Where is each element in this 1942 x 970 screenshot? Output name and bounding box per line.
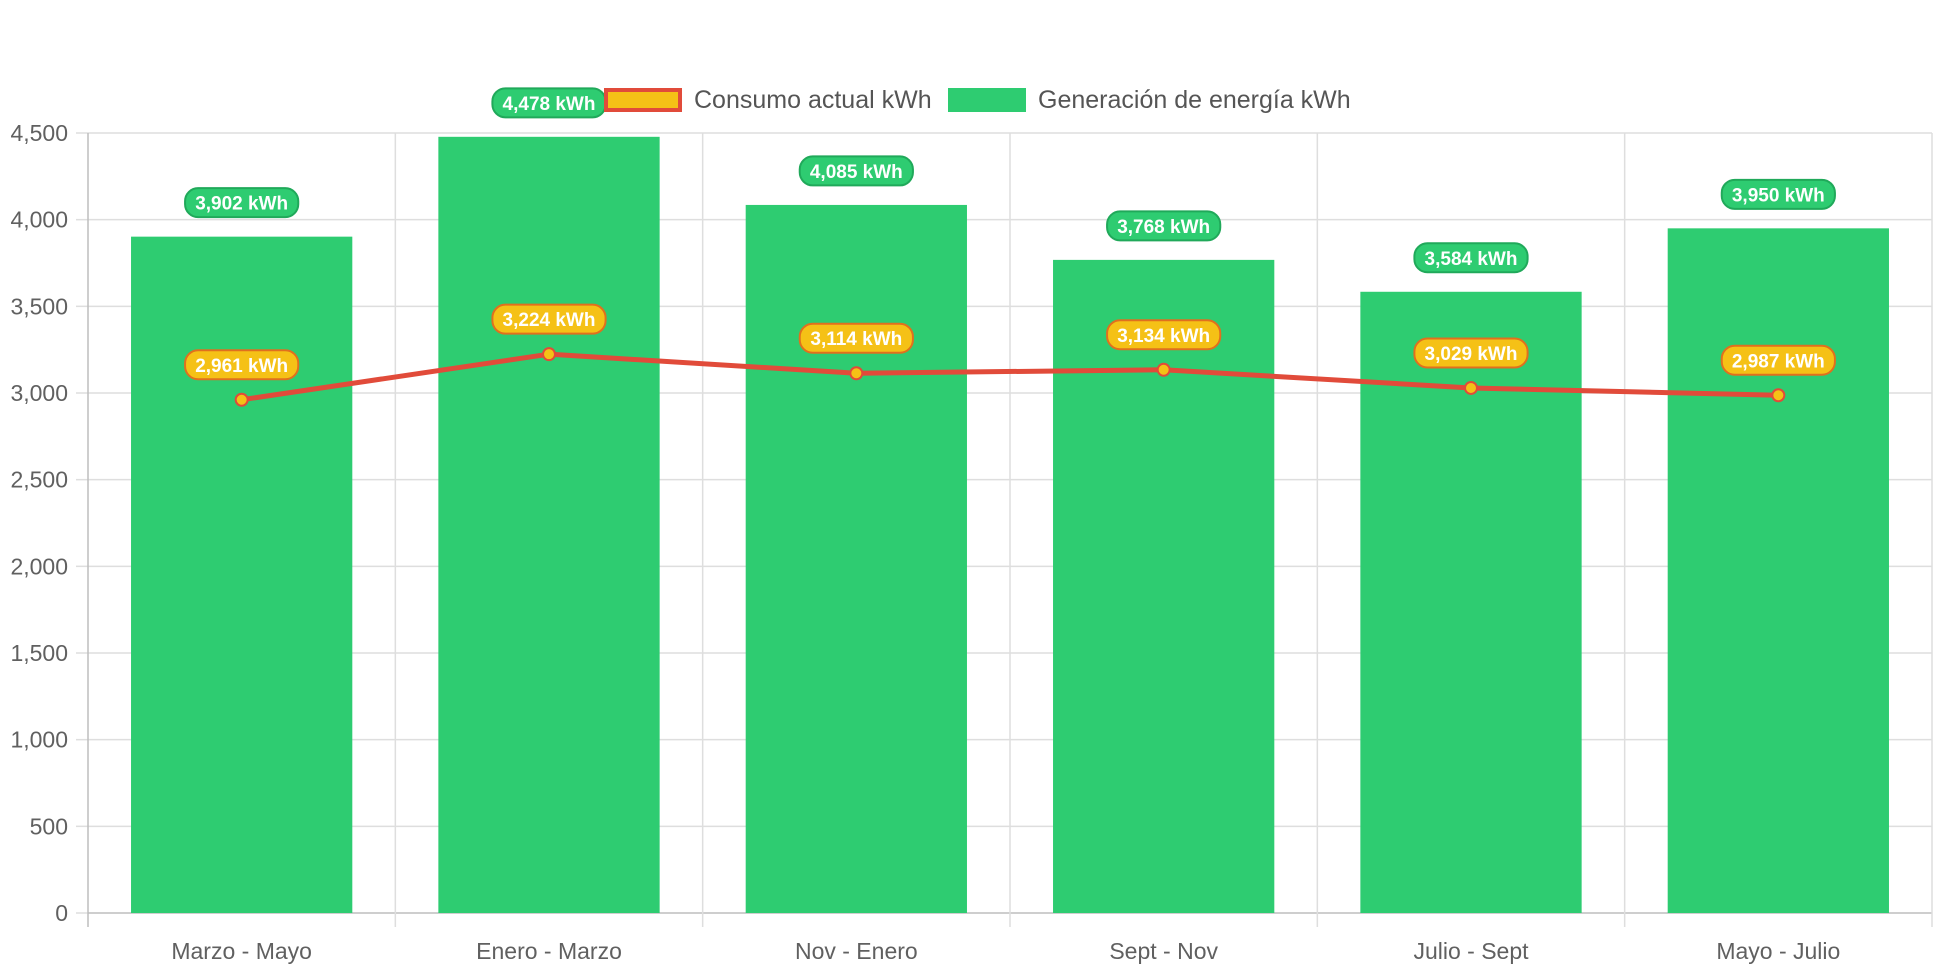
y-tick-label: 4,500 — [10, 120, 68, 146]
line-value-label-text: 2,987 kWh — [1732, 351, 1825, 372]
line-value-label-background — [184, 349, 300, 381]
bar-value-label: 3,902 kWh — [184, 187, 300, 219]
bar-value-label-background — [798, 155, 914, 187]
bar-value-label-background — [1413, 242, 1529, 274]
line-value-label: 3,114 kWh — [798, 322, 914, 354]
bar-value-label-text: 3,902 kWh — [195, 194, 288, 215]
bar-value-label-text: 4,085 kWh — [810, 162, 903, 183]
line-point[interactable] — [1156, 362, 1171, 377]
legend-item-consumo[interactable]: Consumo actual kWh — [604, 82, 932, 118]
line-point[interactable] — [849, 366, 864, 381]
bar-value-label-background — [184, 187, 300, 219]
bar-value-label-text: 3,584 kWh — [1425, 249, 1518, 270]
y-tick-label: 3,500 — [10, 293, 68, 319]
x-tick-label: Nov - Enero — [795, 938, 918, 964]
consumo-line — [241, 351, 1779, 403]
line-value-label: 2,961 kWh — [184, 349, 300, 381]
bar-value-label: 3,950 kWh — [1720, 178, 1836, 210]
line-point[interactable] — [542, 347, 556, 362]
line-value-label: 3,134 kWh — [1106, 319, 1222, 351]
line-value-label-background — [491, 303, 607, 335]
line-value-label-background — [798, 322, 914, 354]
legend-label-consumo: Consumo actual kWh — [694, 85, 932, 114]
bar-value-label: 3,584 kWh — [1413, 242, 1529, 274]
bar[interactable] — [438, 136, 660, 913]
bar-value-label-text: 4,478 kWh — [503, 94, 596, 115]
bar[interactable] — [1053, 259, 1275, 913]
legend-swatch-consumo — [604, 88, 682, 112]
y-tick-label: 2,500 — [10, 467, 68, 493]
y-tick-label: 1,500 — [10, 640, 68, 666]
line-value-label-text: 3,029 kWh — [1425, 344, 1518, 365]
line-point[interactable] — [234, 392, 249, 407]
y-axis: 0 500 1,000 1,500 2,000 2,500 3,000 3,500 4,000 4… — [10, 120, 68, 926]
line-value-label-text: 3,134 kWh — [1117, 326, 1210, 347]
bar-value-label-background — [1106, 210, 1222, 242]
x-tick-label: Sept - Nov — [1109, 938, 1218, 964]
line-series — [234, 347, 1786, 407]
line-value-label: 2,987 kWh — [1720, 344, 1836, 376]
y-tick-label: 4,000 — [10, 207, 68, 233]
line-value-label-text: 3,114 kWh — [810, 329, 902, 350]
x-tick-label: Julio - Sept — [1413, 938, 1529, 964]
x-tick-label: Marzo - Mayo — [171, 938, 312, 964]
data-labels: 3,902 kWh 4,478 kWh 4,085 kWh 3,768 kWh 3,58… — [184, 87, 1836, 381]
legend-item-generacion[interactable]: Generación de energía kWh — [948, 82, 1351, 118]
bar[interactable] — [131, 236, 353, 914]
legend-label-generacion: Generación de energía kWh — [1038, 85, 1351, 114]
bar-value-label-text: 3,950 kWh — [1732, 185, 1825, 206]
bar[interactable] — [1667, 228, 1889, 914]
bar-value-label: 3,768 kWh — [1106, 210, 1222, 242]
line-value-label: 3,224 kWh — [491, 303, 607, 335]
line-value-label: 3,029 kWh — [1413, 337, 1529, 369]
y-tick-label: 1,000 — [10, 727, 68, 753]
bar-series — [131, 136, 1889, 914]
line-point[interactable] — [1464, 380, 1478, 395]
legend-swatch-generacion — [948, 88, 1026, 112]
line-value-label-text: 2,961 kWh — [195, 356, 288, 377]
legend: Consumo actual kWh Generación de energía… — [0, 82, 1942, 118]
line-value-label-background — [1106, 319, 1222, 351]
x-axis: Marzo - Mayo Enero - Marzo Nov - Enero Sept… — [171, 938, 1840, 964]
bar-value-label-text: 3,768 kWh — [1117, 217, 1210, 238]
y-tick-label: 0 — [55, 900, 68, 926]
y-tick-label: 500 — [30, 813, 68, 839]
bar-value-label: 4,478 kWh — [491, 87, 607, 119]
line-value-label-text: 3,224 kWh — [503, 310, 596, 331]
bar[interactable] — [1360, 291, 1582, 914]
chart-grid — [76, 132, 1933, 927]
x-tick-label: Mayo - Julio — [1716, 938, 1840, 964]
x-tick-label: Enero - Marzo — [476, 938, 622, 964]
bar-value-label: 4,085 kWh — [798, 155, 914, 187]
bar-value-label-background — [1720, 178, 1836, 210]
y-tick-label: 3,000 — [10, 380, 68, 406]
line-point[interactable] — [1771, 388, 1786, 403]
line-value-label-background — [1720, 344, 1836, 376]
line-value-label-background — [1413, 337, 1529, 369]
bar[interactable] — [745, 204, 967, 913]
y-tick-label: 2,000 — [10, 553, 68, 579]
